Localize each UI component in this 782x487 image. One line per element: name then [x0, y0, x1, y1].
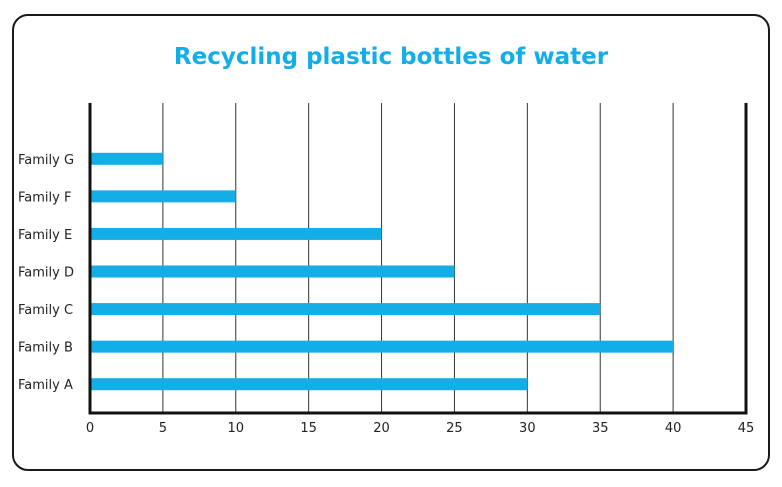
category-label: Family A	[18, 378, 73, 393]
bar-family-b	[90, 340, 674, 353]
category-label: Family G	[18, 153, 74, 168]
bar-family-a	[90, 378, 528, 391]
chart-card	[12, 14, 770, 471]
x-tick-label: 35	[592, 421, 609, 436]
x-tick-label: 5	[159, 421, 167, 436]
x-tick-label: 45	[738, 421, 755, 436]
tick-labels: 0 5 10 15 20 25 30 35 40 45	[86, 421, 754, 436]
bar-family-f	[90, 190, 236, 203]
category-label: Family E	[18, 228, 72, 243]
x-tick-label: 10	[228, 421, 245, 436]
bars	[90, 152, 674, 391]
category-label: Family D	[18, 266, 74, 281]
category-label: Family C	[18, 303, 73, 318]
grid-lines	[162, 103, 674, 413]
category-label: Family B	[18, 341, 73, 356]
x-tick-label: 25	[446, 421, 463, 436]
bar-family-d	[90, 265, 455, 278]
axes	[88, 103, 748, 415]
x-tick-label: 15	[300, 421, 317, 436]
bar-family-c	[90, 303, 601, 316]
category-label: Family F	[18, 190, 71, 205]
bar-family-g	[90, 152, 163, 165]
category-labels: Family A Family B Family C Family D Family E…	[18, 153, 74, 393]
x-tick-label: 30	[519, 421, 536, 436]
chart-title: Recycling plastic bottles of water	[173, 44, 609, 70]
x-tick-label: 20	[373, 421, 390, 436]
x-tick-label: 40	[665, 421, 682, 436]
bar-family-e	[90, 227, 382, 240]
x-tick-label: 0	[86, 421, 94, 436]
